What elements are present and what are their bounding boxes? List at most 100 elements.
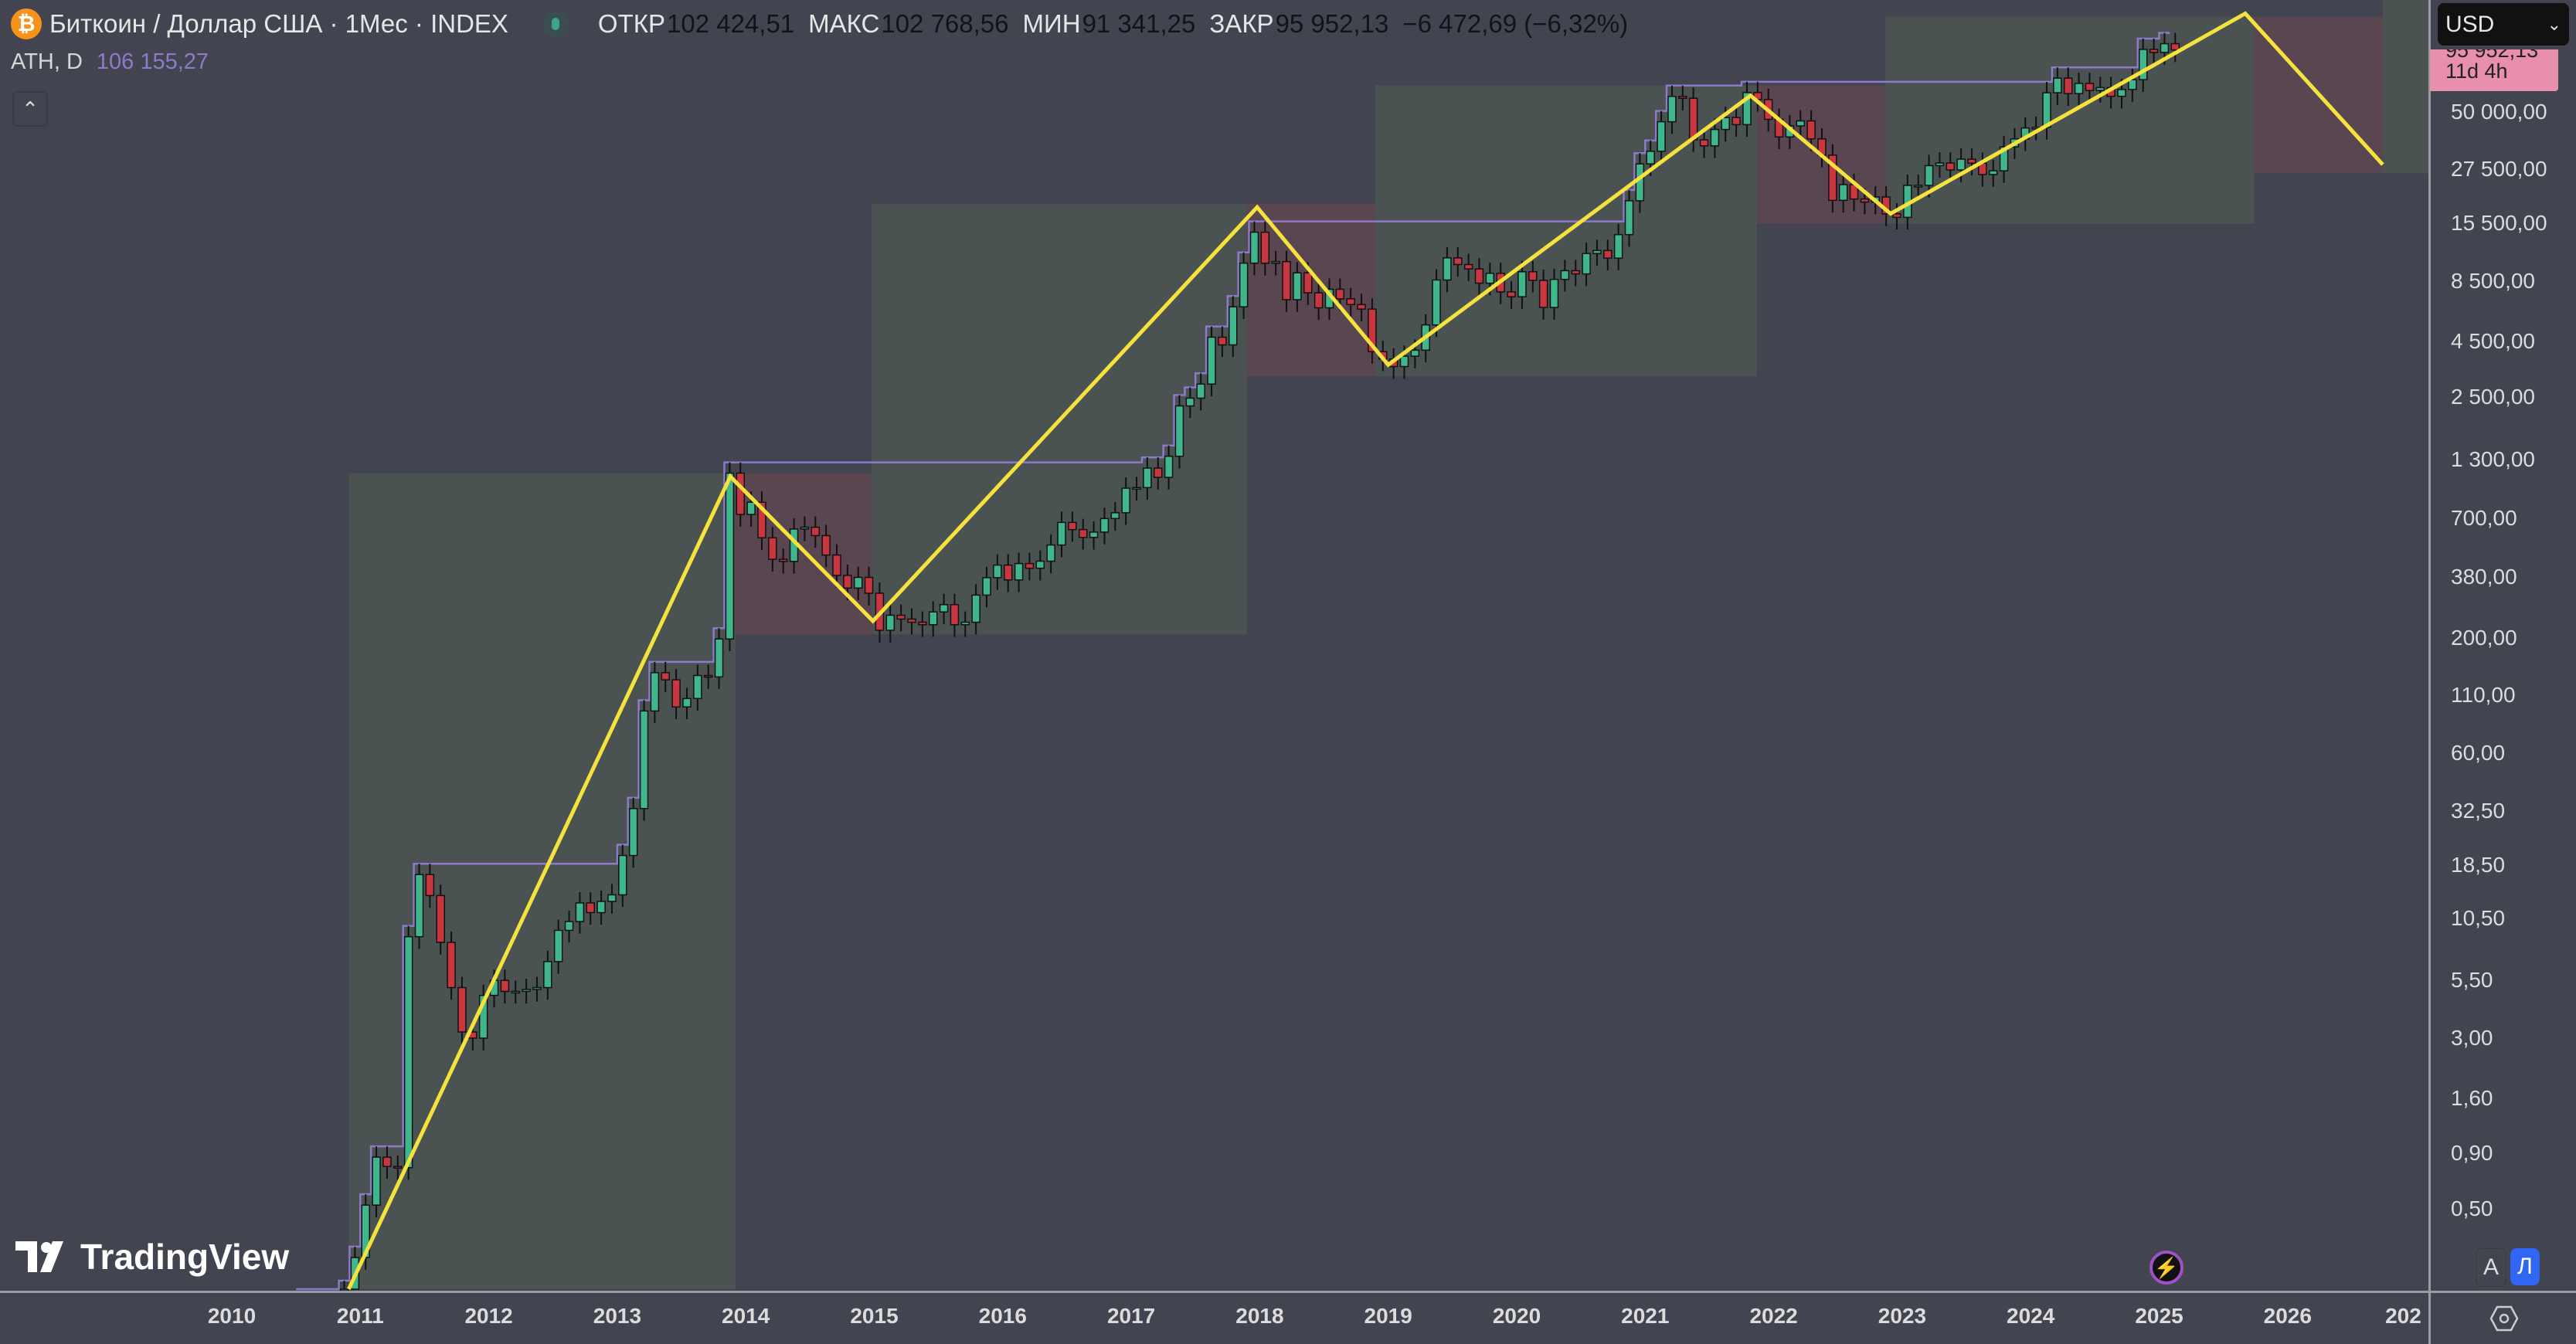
candle-down	[382, 1156, 392, 1167]
price-chart[interactable]	[0, 0, 2428, 1291]
candle-down	[436, 894, 445, 943]
candle-up	[2160, 42, 2170, 53]
candle-up	[853, 576, 863, 589]
zigzag-line	[347, 11, 2384, 1291]
candle-up	[1935, 162, 1945, 167]
zone-up	[1885, 16, 2255, 224]
candle-up	[607, 894, 617, 902]
ath-line	[296, 32, 2170, 1291]
candle-up	[2095, 87, 2105, 91]
candle-down	[1260, 231, 1270, 264]
auto-scale-button[interactable]: A	[2476, 1248, 2506, 1287]
bar-countdown: 11d 4h	[2445, 59, 2508, 83]
candle-up	[1613, 233, 1623, 259]
candle-down	[1003, 564, 1013, 581]
candle-down	[393, 1166, 403, 1169]
candle-up	[2138, 49, 2148, 80]
candle-up	[1035, 560, 1045, 569]
price-tick-label: 5,50	[2451, 968, 2493, 993]
candle-up	[993, 564, 1002, 579]
tradingview-logo[interactable]: TradingView	[15, 1236, 289, 1278]
candle-down	[768, 537, 777, 560]
candle-up	[1999, 146, 2009, 171]
candle-down	[1368, 308, 1377, 353]
lightning-icon[interactable]: ⚡	[2149, 1251, 2183, 1285]
candle-up	[2117, 89, 2126, 97]
candle-down	[1025, 562, 1035, 569]
settings-icon[interactable]	[2489, 1305, 2519, 1332]
candle-up	[1582, 253, 1591, 275]
candle-up	[800, 526, 810, 530]
candle-up	[1185, 397, 1195, 407]
close-value: 95 952,13	[1275, 9, 1389, 38]
candle-up	[1667, 96, 1677, 123]
candle-up	[1838, 184, 1848, 202]
price-tick-label: 8 500,00	[2451, 268, 2535, 293]
currency-select[interactable]: USD ⌄	[2438, 3, 2569, 46]
cycle-zones	[348, 0, 2428, 1289]
candle-down	[1068, 521, 1077, 531]
candle-down	[1967, 158, 1976, 164]
price-tick-label: 18,50	[2451, 852, 2506, 877]
candle-down	[703, 674, 713, 678]
candle-up	[1443, 257, 1452, 281]
chevron-up-icon: ⌃	[22, 97, 39, 120]
time-tick-label: 2022	[1749, 1304, 1798, 1328]
low-value: 91 341,25	[1082, 9, 1196, 38]
candle-up	[618, 854, 627, 896]
candle-up	[628, 808, 638, 857]
candle-down	[1474, 268, 1484, 284]
candle-up	[939, 604, 949, 613]
candle-up	[543, 961, 552, 989]
candle-up	[1046, 544, 1055, 562]
candle-up	[1988, 170, 1998, 175]
candle-up	[714, 638, 724, 678]
candle-up	[960, 621, 970, 626]
candle-down	[2149, 49, 2159, 53]
candle-down	[1463, 263, 1473, 270]
candle-down	[1313, 292, 1324, 309]
price-axis-divider	[2428, 0, 2431, 1344]
candle-down	[907, 618, 916, 623]
symbol-title[interactable]: Биткоин / Доллар США · 1Мес · INDEX	[49, 9, 508, 38]
candle-up	[1624, 200, 1634, 236]
candle-up	[1121, 487, 1130, 514]
candle-up	[1196, 383, 1205, 399]
candle-down	[1282, 260, 1291, 300]
price-tick-label: 200,00	[2451, 626, 2517, 650]
candle-down	[1303, 272, 1313, 294]
market-status-icon[interactable]	[542, 11, 569, 37]
candle-down	[1218, 336, 1227, 346]
collapse-legend-button[interactable]: ⌃	[12, 91, 48, 127]
log-scale-button[interactable]: Л	[2510, 1248, 2540, 1285]
candle-up	[1657, 120, 1666, 152]
candle-up	[928, 611, 938, 626]
candle-up	[1143, 467, 1152, 489]
candle-up	[2128, 79, 2137, 90]
price-tick-label: 50 000,00	[2451, 100, 2547, 124]
candle-down	[2170, 42, 2180, 51]
candle-up	[1239, 262, 1249, 307]
candle-up	[522, 989, 531, 993]
candle-down	[1538, 280, 1548, 308]
candle-up	[1057, 521, 1066, 546]
candle-up	[339, 1288, 349, 1291]
candle-down	[864, 576, 874, 594]
candle-up	[1635, 163, 1645, 202]
candle-up	[532, 986, 542, 990]
open-value: 102 424,51	[666, 9, 795, 38]
ath-indicator-legend[interactable]: ATH, D 106 155,27	[11, 49, 209, 75]
candle-down	[1731, 117, 1741, 126]
candle-up	[1174, 405, 1184, 457]
candle-down	[447, 942, 456, 989]
candle-up	[596, 901, 606, 914]
candle-up	[1549, 278, 1559, 308]
symbol-header: ₿ Биткоин / Доллар США · 1Мес · INDEX ОТ…	[11, 5, 1642, 43]
candle-up	[1110, 512, 1120, 520]
time-tick-label: 2019	[1364, 1304, 1412, 1328]
candle-up	[1089, 531, 1099, 538]
candle-down	[586, 902, 596, 914]
candle-up	[1207, 336, 1216, 385]
candle-down	[1892, 213, 1901, 219]
candle-up	[746, 501, 756, 515]
